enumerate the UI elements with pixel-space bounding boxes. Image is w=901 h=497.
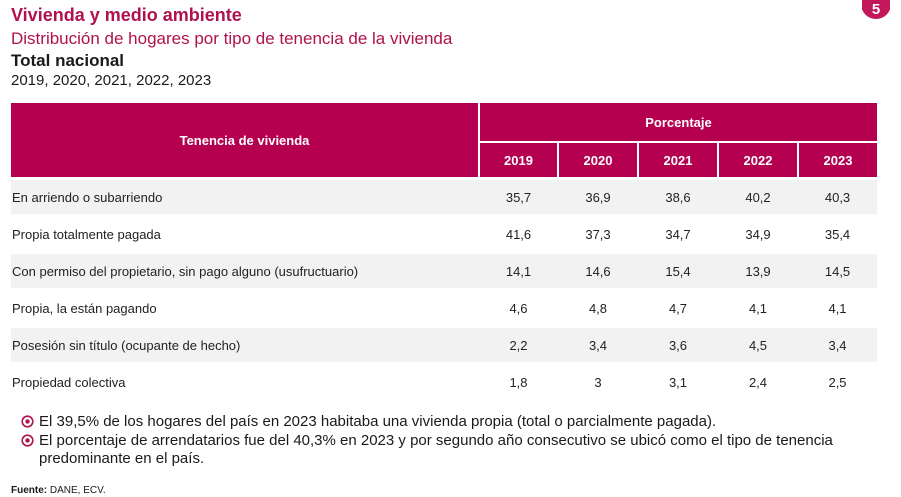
cell-value: 34,7 [638, 214, 718, 253]
cell-value: 35,7 [479, 177, 558, 216]
table-row: Propia totalmente pagada 41,6 37,3 34,7 … [11, 214, 878, 253]
cell-value: 4,7 [638, 288, 718, 327]
year-header: 2021 [638, 142, 719, 179]
cell-value: 2,2 [479, 325, 558, 364]
cell-value: 14,1 [479, 251, 558, 290]
cell-value: 40,2 [718, 177, 798, 216]
cell-value: 3,4 [558, 325, 638, 364]
cell-value: 37,3 [558, 214, 638, 253]
svg-text:5: 5 [872, 1, 880, 18]
year-header: 2023 [798, 142, 878, 179]
note-item: El 39,5% de los hogares del país en 2023… [21, 413, 881, 431]
cell-value: 34,9 [718, 214, 798, 253]
note-text: El 39,5% de los hogares del país en 2023… [39, 413, 717, 430]
cell-value: 4,6 [479, 288, 558, 327]
cell-value: 13,9 [718, 251, 798, 290]
row-label: En arriendo o subarriendo [11, 177, 479, 216]
row-label: Posesión sin título (ocupante de hecho) [11, 325, 479, 364]
cell-value: 1,8 [479, 362, 558, 399]
years-label: 2019, 2020, 2021, 2022, 2023 [11, 72, 212, 89]
note-item: El porcentaje de arrendatarios fue del 4… [21, 432, 881, 468]
cell-value: 3 [558, 362, 638, 399]
note-text: El porcentaje de arrendatarios fue del 4… [39, 432, 833, 467]
page-subtitle: Distribución de hogares por tipo de tene… [11, 29, 453, 48]
cell-value: 14,6 [558, 251, 638, 290]
cell-value: 35,4 [798, 214, 878, 253]
tenure-table: Tenencia de vivienda Porcentaje 2019 202… [11, 103, 878, 399]
cell-value: 4,1 [718, 288, 798, 327]
cell-value: 14,5 [798, 251, 878, 290]
cell-value: 4,8 [558, 288, 638, 327]
cell-value: 15,4 [638, 251, 718, 290]
table-row: Posesión sin título (ocupante de hecho) … [11, 325, 878, 364]
source-label: Fuente: [11, 485, 48, 496]
cell-value: 3,1 [638, 362, 718, 399]
row-label: Propiedad colectiva [11, 362, 479, 399]
table-row: Con permiso del propietario, sin pago al… [11, 251, 878, 290]
scope-label: Total nacional [11, 51, 125, 70]
cell-value: 40,3 [798, 177, 878, 216]
table-row: Propia, la están pagando 4,6 4,8 4,7 4,1… [11, 288, 878, 327]
page-title: Vivienda y medio ambiente [11, 5, 242, 25]
cell-value: 2,5 [798, 362, 878, 399]
table-row: En arriendo o subarriendo 35,7 36,9 38,6… [11, 177, 878, 216]
cell-value: 2,4 [718, 362, 798, 399]
year-header: 2022 [718, 142, 799, 179]
cell-value: 4,1 [798, 288, 878, 327]
cell-value: 36,9 [558, 177, 638, 216]
row-label: Con permiso del propietario, sin pago al… [11, 251, 479, 290]
circled-dot-bullet-icon [21, 434, 34, 447]
cell-value: 4,5 [718, 325, 798, 364]
row-header: Tenencia de vivienda [11, 103, 480, 179]
source-text: DANE, ECV. [47, 485, 106, 496]
notes-list: El 39,5% de los hogares del país en 2023… [21, 413, 881, 469]
group-header: Porcentaje [479, 103, 878, 143]
brand-logo-icon: 5 [862, 0, 890, 19]
table-row: Propiedad colectiva 1,8 3 3,1 2,4 2,5 [11, 362, 878, 399]
cell-value: 3,6 [638, 325, 718, 364]
row-label: Propia totalmente pagada [11, 214, 479, 253]
year-header: 2019 [479, 142, 559, 179]
row-label: Propia, la están pagando [11, 288, 479, 327]
cell-value: 3,4 [798, 325, 878, 364]
circled-dot-bullet-icon [21, 415, 34, 428]
source-line: Fuente: DANE, ECV. [11, 485, 106, 496]
cell-value: 38,6 [638, 177, 718, 216]
cell-value: 41,6 [479, 214, 558, 253]
year-header: 2020 [558, 142, 639, 179]
